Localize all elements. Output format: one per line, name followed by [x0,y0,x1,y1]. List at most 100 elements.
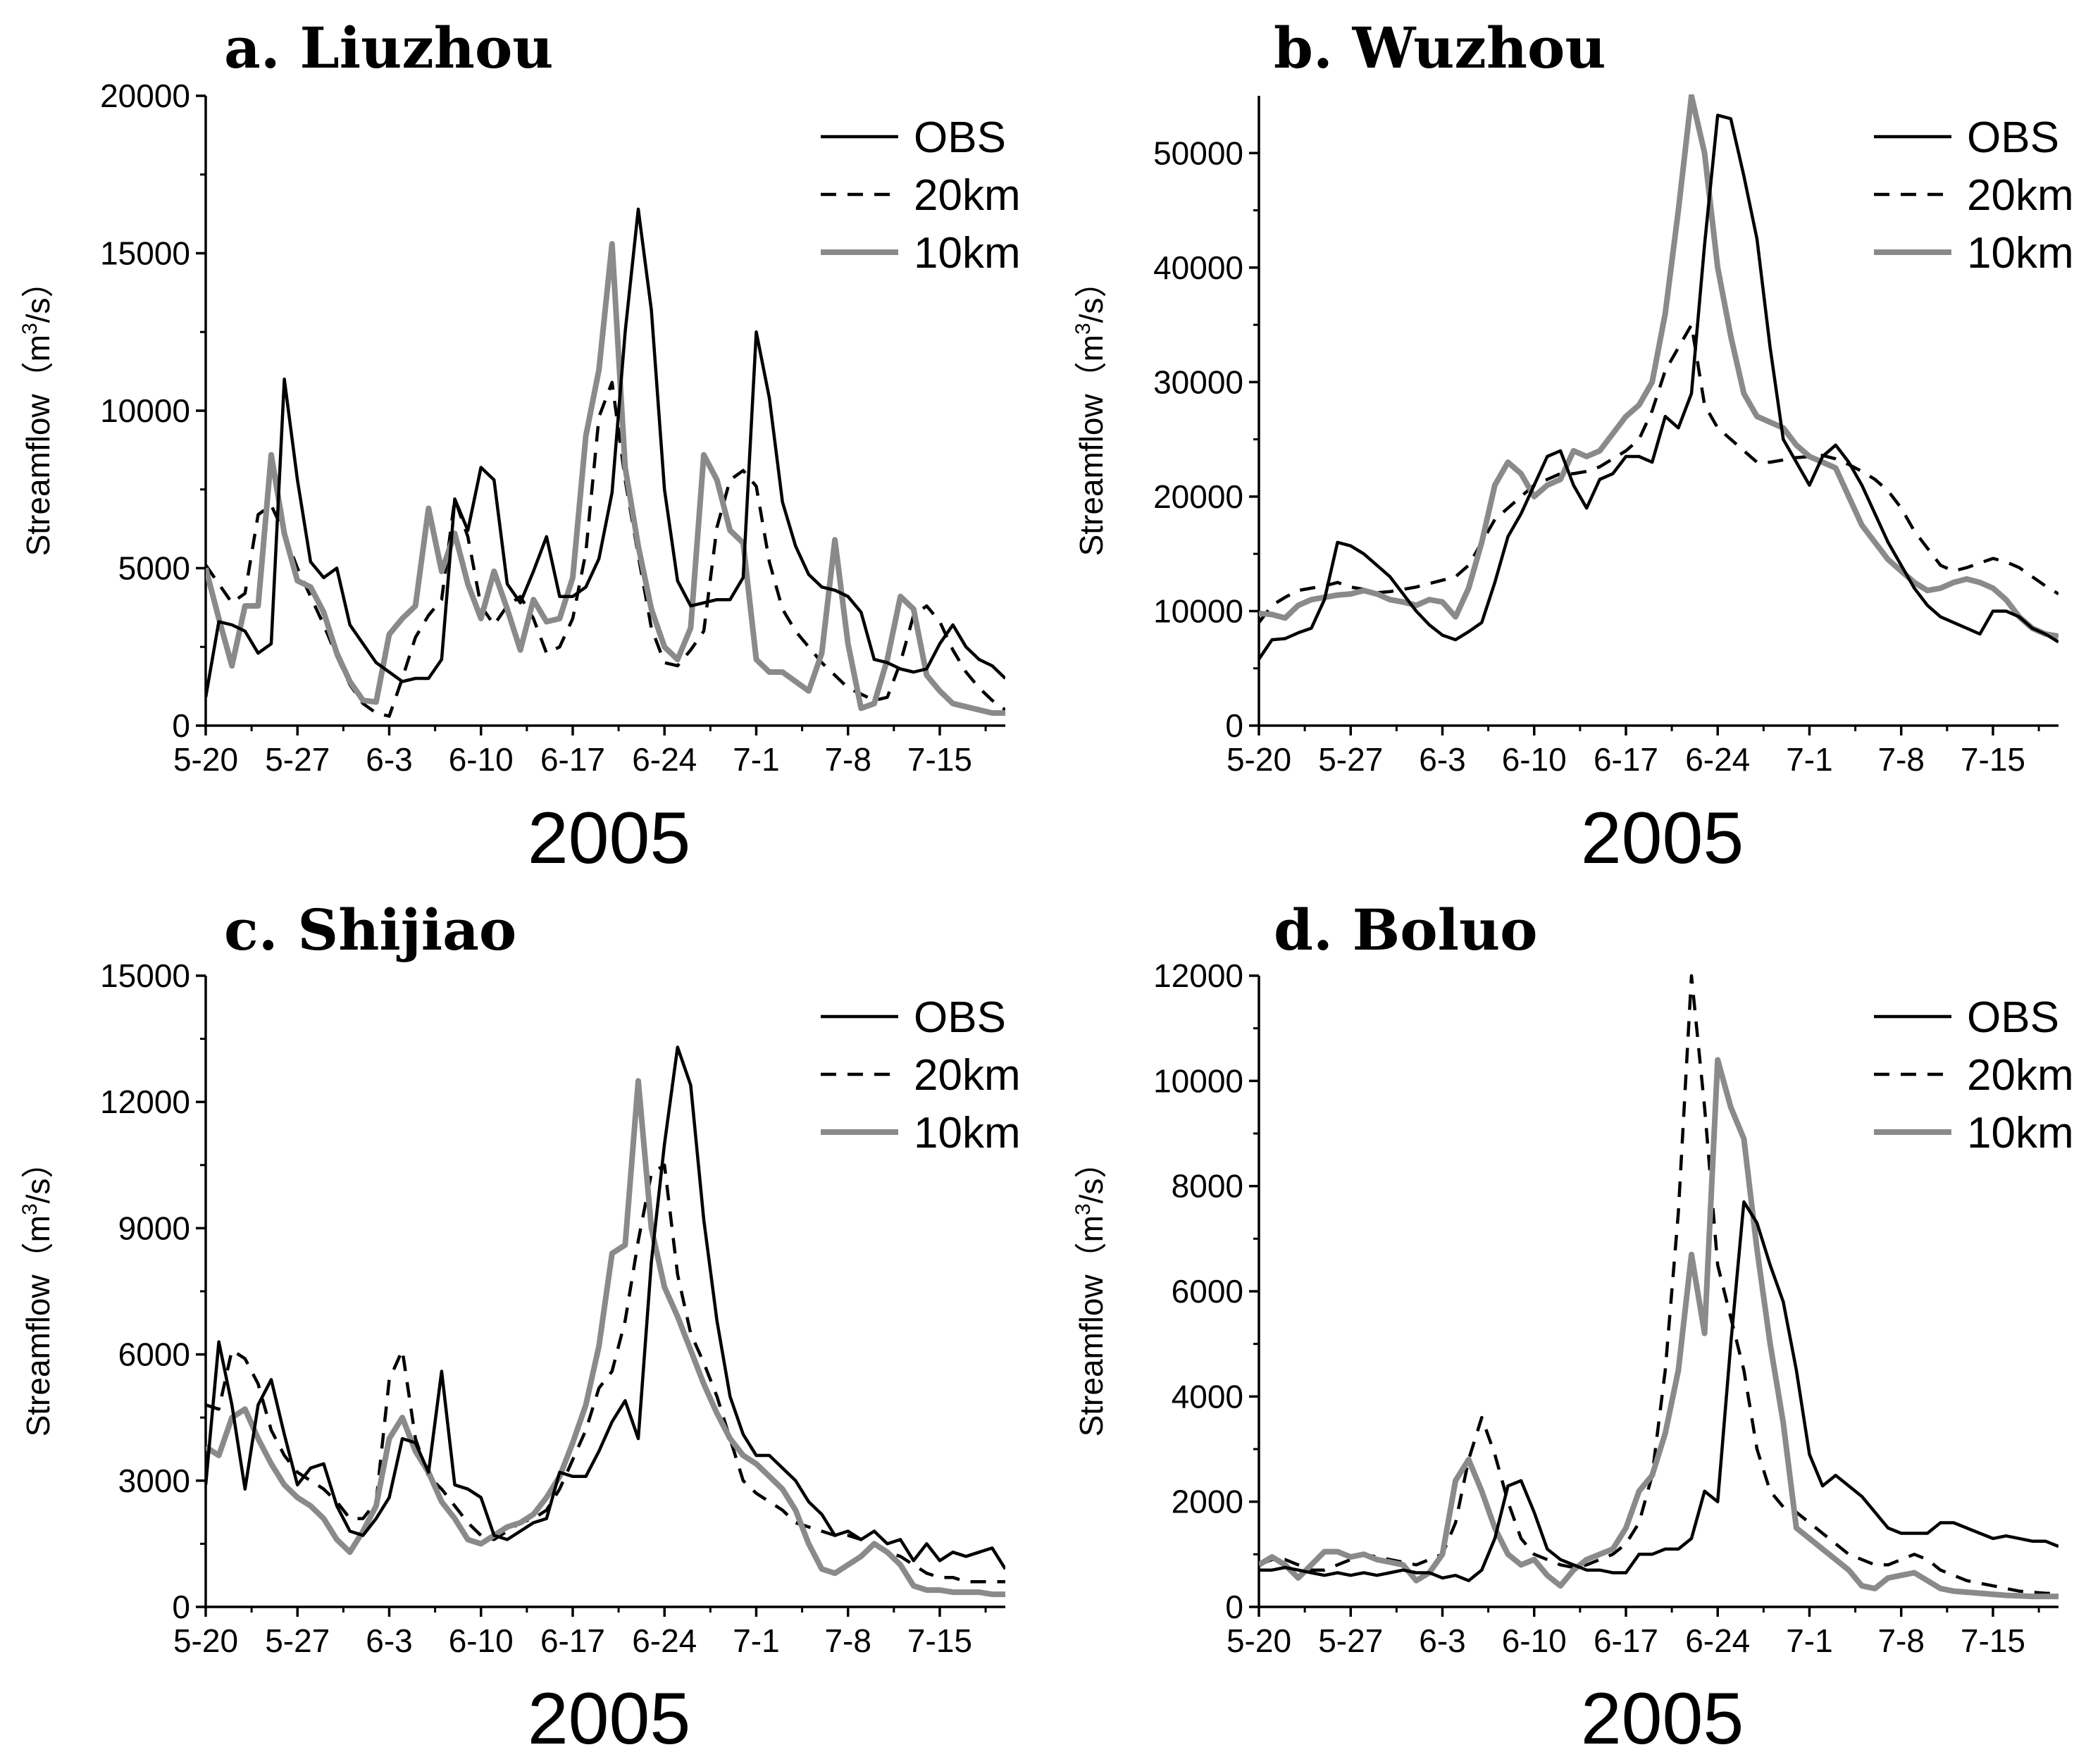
x-tick-label: 6-10 [1502,1622,1567,1659]
x-tick-label: 6-17 [1594,741,1658,778]
x-tick-label: 7-1 [733,1622,779,1659]
y-tick-label: 5000 [118,550,190,587]
y-tick-label: 12000 [1153,957,1243,994]
x-tick-label: 7-1 [733,741,779,778]
x-tick-label: 5-20 [173,741,238,778]
legend-label-20km: 20km [1967,1051,2074,1100]
y-axis-label-superscript: 3 [1072,1203,1095,1215]
series-line-obs [206,207,1005,698]
legend-label-20km: 20km [914,171,1021,220]
series-line-10km [206,1078,1005,1598]
x-tick-label: 5-20 [1227,1622,1291,1659]
series-line-obs [1259,1200,2059,1582]
y-axis-label-unit: /s） [20,266,56,323]
x-tick-label: 7-8 [824,1622,871,1659]
y-tick-label: 50000 [1153,135,1243,171]
x-tick-label: 7-1 [1786,1622,1832,1659]
x-tick-label: 7-8 [1877,1622,1924,1659]
x-axis-label: 2005 [528,797,690,879]
x-tick-label: 5-27 [1318,741,1383,778]
legend-label-20km: 20km [1967,171,2074,220]
x-tick-label: 5-27 [265,741,330,778]
y-tick-label: 0 [172,707,190,744]
y-axis-label: Streamflow（m3/s） [1072,1146,1110,1437]
y-tick-label: 8000 [1172,1168,1243,1205]
y-tick-label: 3000 [118,1462,190,1499]
x-tick-label: 7-8 [1877,741,1924,778]
x-tick-label: 7-1 [1786,741,1832,778]
legend-label-20km: 20km [914,1051,1021,1100]
chart-panel-c: c. Shijiao 0 3000 6000 9000 12000 15000 5-20 5-2… [18,897,1021,1760]
y-tick-label: 0 [172,1589,190,1625]
y-tick-label: 6000 [118,1336,190,1373]
x-tick-label: 6-24 [1685,741,1750,778]
x-tick-label: 6-24 [632,741,697,778]
x-tick-label: 5-20 [1227,741,1291,778]
x-tick-label: 7-15 [1961,1622,2025,1659]
chart-panel-d: d. Boluo 0 2000 4000 6000 8000 10000 12000 5-20 5… [1072,897,2074,1760]
x-tick-label: 6-17 [1594,1622,1658,1659]
x-axis-label: 2005 [1581,797,1744,879]
series-line-obs [1259,113,2059,660]
y-tick-label: 40000 [1153,249,1243,286]
y-axis-label-superscript: 3 [18,1203,42,1215]
legend-label-10km: 10km [914,1109,1021,1157]
y-tick-label: 15000 [100,235,190,272]
y-tick-label: 0 [1225,707,1243,744]
y-axis-label-text: Streamflow（m [1073,1215,1110,1436]
x-tick-label: 7-15 [907,741,972,778]
legend-label-obs: OBS [1967,113,2059,162]
y-axis-label: Streamflow（m3/s） [18,266,56,557]
chart-title: d. Boluo [1274,897,1538,963]
legend-label-obs: OBS [914,113,1006,162]
y-axis-label-text: Streamflow（m [20,335,56,556]
x-tick-label: 6-10 [449,1622,514,1659]
x-tick-label: 5-20 [173,1622,238,1659]
y-axis-label-unit: /s） [1073,1146,1110,1204]
legend-label-obs: OBS [1967,993,2059,1042]
series-line-10km [1259,94,2059,640]
y-axis-label-text: Streamflow（m [20,1215,56,1436]
x-tick-label: 6-3 [1419,1622,1465,1659]
x-tick-label: 6-3 [366,1622,412,1659]
y-axis-label-unit: /s） [20,1146,56,1204]
legend-label-10km: 10km [1967,229,2074,278]
y-tick-label: 0 [1225,1589,1243,1625]
chart-title: a. Liuzhou [224,15,553,81]
y-tick-label: 10000 [1153,592,1243,629]
series-line-20km [206,1163,1005,1584]
y-tick-label: 20000 [100,77,190,114]
y-tick-label: 10000 [1153,1062,1243,1099]
y-tick-label: 15000 [100,957,190,994]
y-tick-label: 12000 [100,1083,190,1120]
x-tick-label: 5-27 [1318,1622,1383,1659]
x-tick-label: 6-17 [540,1622,605,1659]
y-axis-label: Streamflow（m3/s） [1072,266,1110,557]
chart-panel-a: a. Liuzhou 0 5000 10000 15000 20000 5-20 5-27 6-… [18,15,1021,879]
x-axis-label: 2005 [528,1678,690,1760]
y-tick-label: 6000 [1172,1273,1243,1310]
series-line-10km [1259,1057,2059,1600]
legend-label-10km: 10km [914,229,1021,278]
y-tick-label: 20000 [1153,478,1243,515]
x-tick-label: 5-27 [265,1622,330,1659]
x-tick-label: 6-10 [1502,741,1567,778]
chart-title: b. Wuzhou [1274,15,1606,81]
x-tick-label: 7-15 [1961,741,2025,778]
chart-panel-b: b. Wuzhou 0 10000 20000 30000 40000 50000 5-20 5… [1072,15,2074,879]
series-line-20km [1259,323,2059,624]
legend-label-obs: OBS [914,993,1006,1042]
y-axis-label: Streamflow（m3/s） [18,1146,56,1437]
y-axis-label-superscript: 3 [1072,323,1095,335]
x-tick-label: 6-3 [1419,741,1465,778]
y-tick-label: 2000 [1172,1484,1243,1520]
chart-title: c. Shijiao [224,897,516,963]
y-axis-label-text: Streamflow（m [1073,335,1110,556]
x-tick-label: 6-24 [1685,1622,1750,1659]
y-tick-label: 9000 [118,1210,190,1246]
x-tick-label: 7-15 [907,1622,972,1659]
y-axis-label-superscript: 3 [18,323,42,335]
